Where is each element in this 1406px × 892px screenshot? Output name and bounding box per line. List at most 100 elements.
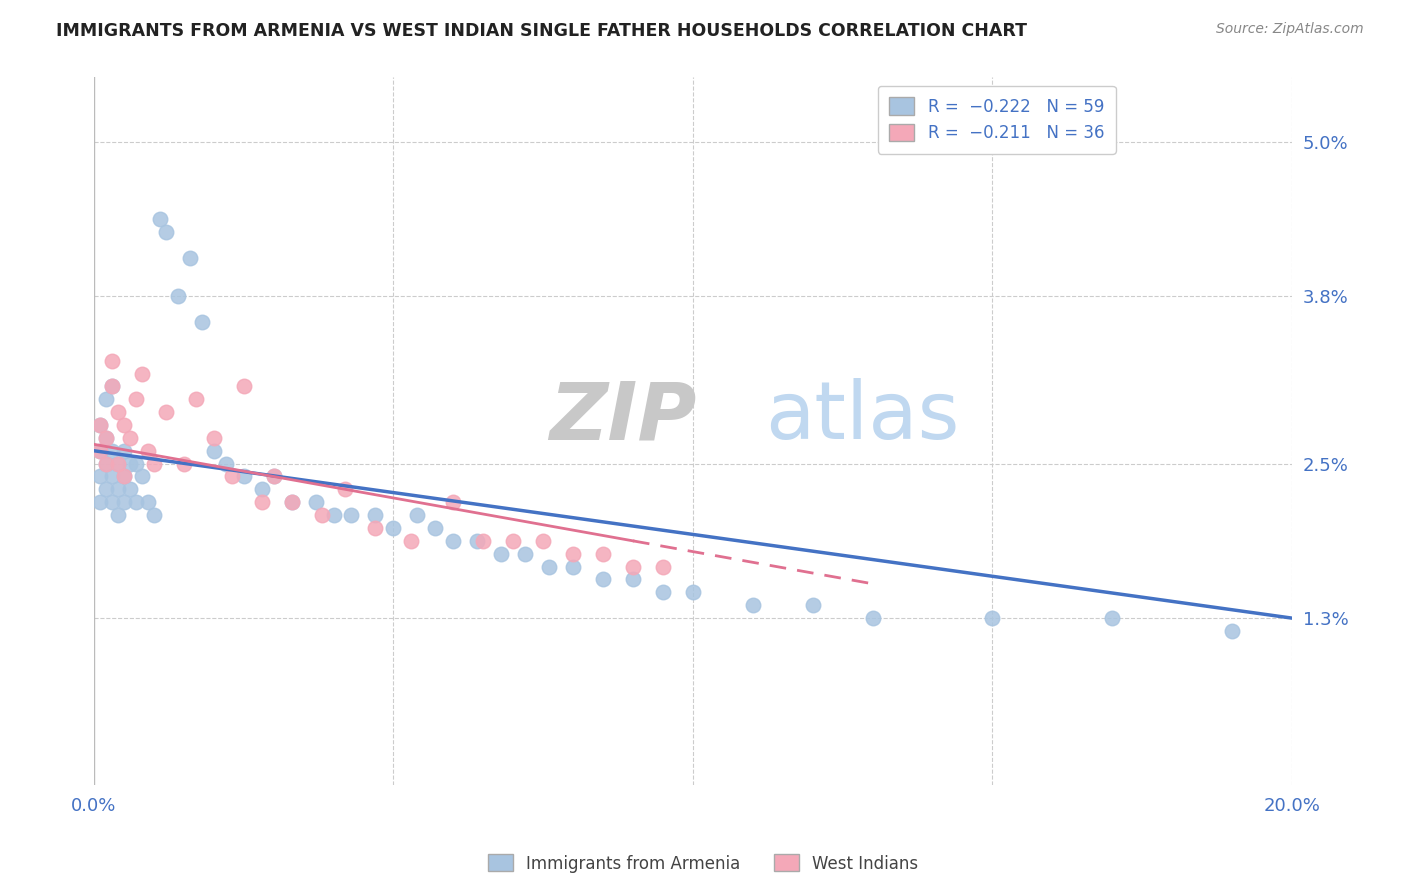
- Point: [311, 508, 333, 522]
- Point: [118, 483, 141, 497]
- Point: [94, 457, 117, 471]
- Point: [441, 533, 464, 548]
- Point: [118, 431, 141, 445]
- Point: [149, 212, 172, 227]
- Text: Source: ZipAtlas.com: Source: ZipAtlas.com: [1216, 22, 1364, 37]
- Point: [89, 417, 111, 432]
- Point: [101, 379, 124, 393]
- Point: [118, 457, 141, 471]
- Point: [263, 469, 285, 483]
- Point: [179, 251, 201, 265]
- Point: [125, 457, 148, 471]
- Point: [131, 469, 153, 483]
- Point: [682, 585, 704, 599]
- Point: [250, 495, 273, 509]
- Point: [89, 443, 111, 458]
- Point: [981, 611, 1004, 625]
- Point: [112, 469, 135, 483]
- Point: [862, 611, 884, 625]
- Point: [441, 495, 464, 509]
- Point: [125, 392, 148, 407]
- Point: [125, 495, 148, 509]
- Point: [652, 559, 675, 574]
- Point: [232, 469, 254, 483]
- Point: [184, 392, 207, 407]
- Point: [166, 289, 188, 303]
- Point: [364, 508, 387, 522]
- Text: atlas: atlas: [765, 378, 959, 457]
- Point: [406, 508, 429, 522]
- Point: [202, 443, 225, 458]
- Point: [621, 573, 644, 587]
- Point: [107, 483, 129, 497]
- Point: [801, 599, 824, 613]
- Point: [101, 379, 124, 393]
- Point: [232, 379, 254, 393]
- Point: [94, 431, 117, 445]
- Point: [107, 457, 129, 471]
- Point: [142, 508, 165, 522]
- Point: [562, 547, 585, 561]
- Point: [89, 443, 111, 458]
- Point: [221, 469, 243, 483]
- Point: [489, 547, 512, 561]
- Point: [592, 547, 614, 561]
- Point: [131, 367, 153, 381]
- Point: [202, 431, 225, 445]
- Point: [502, 533, 524, 548]
- Point: [263, 469, 285, 483]
- Point: [107, 508, 129, 522]
- Point: [741, 599, 763, 613]
- Point: [250, 483, 273, 497]
- Point: [280, 495, 302, 509]
- Legend: R =  −0.222   N = 59, R =  −0.211   N = 36: R = −0.222 N = 59, R = −0.211 N = 36: [877, 86, 1116, 153]
- Point: [89, 469, 111, 483]
- Point: [136, 495, 159, 509]
- Legend: Immigrants from Armenia, West Indians: Immigrants from Armenia, West Indians: [481, 847, 925, 880]
- Point: [112, 443, 135, 458]
- Point: [1220, 624, 1243, 638]
- Point: [112, 469, 135, 483]
- Point: [101, 443, 124, 458]
- Point: [465, 533, 488, 548]
- Text: ZIP: ZIP: [550, 378, 696, 457]
- Point: [652, 585, 675, 599]
- Point: [112, 417, 135, 432]
- Point: [472, 533, 495, 548]
- Point: [101, 469, 124, 483]
- Point: [94, 457, 117, 471]
- Point: [142, 457, 165, 471]
- Point: [112, 495, 135, 509]
- Point: [155, 405, 177, 419]
- Point: [107, 405, 129, 419]
- Point: [531, 533, 554, 548]
- Point: [155, 225, 177, 239]
- Point: [215, 457, 238, 471]
- Point: [562, 559, 585, 574]
- Point: [89, 417, 111, 432]
- Point: [173, 457, 195, 471]
- Point: [425, 521, 447, 535]
- Point: [101, 353, 124, 368]
- Point: [136, 443, 159, 458]
- Text: IMMIGRANTS FROM ARMENIA VS WEST INDIAN SINGLE FATHER HOUSEHOLDS CORRELATION CHAR: IMMIGRANTS FROM ARMENIA VS WEST INDIAN S…: [56, 22, 1028, 40]
- Point: [304, 495, 326, 509]
- Point: [1101, 611, 1123, 625]
- Point: [107, 457, 129, 471]
- Point: [322, 508, 344, 522]
- Point: [94, 431, 117, 445]
- Point: [94, 483, 117, 497]
- Point: [190, 315, 212, 329]
- Point: [89, 495, 111, 509]
- Point: [515, 547, 537, 561]
- Point: [382, 521, 405, 535]
- Point: [335, 483, 357, 497]
- Point: [340, 508, 363, 522]
- Point: [364, 521, 387, 535]
- Point: [592, 573, 614, 587]
- Point: [538, 559, 561, 574]
- Point: [101, 495, 124, 509]
- Point: [94, 392, 117, 407]
- Point: [621, 559, 644, 574]
- Point: [280, 495, 302, 509]
